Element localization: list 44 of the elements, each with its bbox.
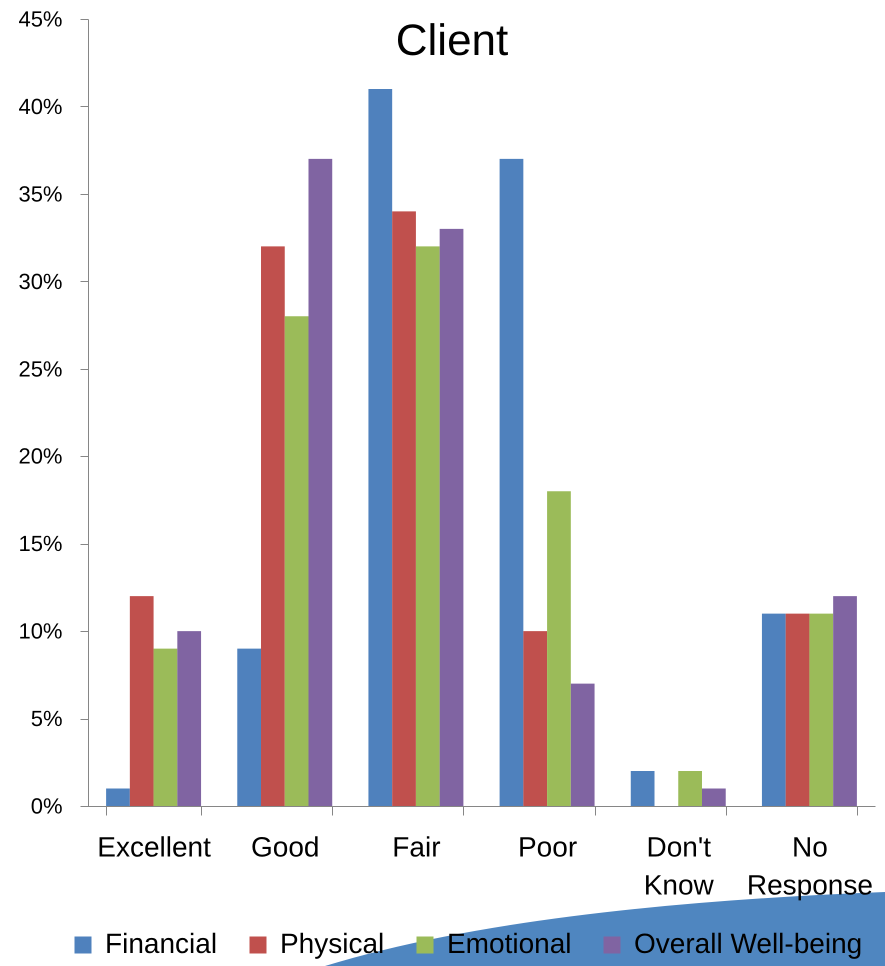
legend-label: Physical [280, 928, 384, 959]
y-tick-label: 0% [30, 794, 62, 818]
x-tick-label: No Response [746, 832, 873, 900]
bar [500, 158, 524, 806]
x-tick-label: Excellent [97, 832, 212, 862]
y-tick-label: 5% [30, 706, 62, 732]
x-tick-label: Don't Know [644, 832, 715, 900]
y-tick-label: 20% [18, 444, 62, 469]
y-tick-label: 35% [18, 181, 62, 206]
y-tick-label: 45% [18, 6, 62, 32]
y-tick-label: 10% [18, 618, 62, 644]
bar [630, 771, 655, 806]
bar [177, 631, 202, 806]
legend-label: Overall Well-being [634, 928, 862, 959]
y-tick-label: 15% [18, 531, 62, 556]
bar [130, 596, 154, 806]
bar [440, 228, 464, 806]
y-tick-label: 25% [18, 356, 62, 382]
bar [762, 614, 786, 806]
bar [154, 648, 178, 806]
bar [702, 788, 726, 806]
bar [833, 596, 857, 806]
bar [237, 648, 262, 806]
bar [786, 614, 810, 806]
bar [570, 684, 595, 806]
bar [308, 158, 332, 806]
y-tick-label: 30% [18, 268, 62, 294]
legend-label: Emotional [447, 928, 572, 959]
bar [547, 491, 571, 806]
bar [678, 771, 702, 806]
bar [392, 211, 416, 806]
bar [809, 614, 834, 806]
bar [523, 631, 548, 806]
chart-title: Client [396, 16, 508, 65]
bar [284, 316, 308, 806]
legend-label: Financial [105, 928, 218, 959]
y-tick-label: 40% [18, 94, 62, 119]
x-tick-label: Good [251, 832, 320, 862]
bar [416, 246, 440, 806]
x-tick-label: Fair [392, 832, 441, 862]
bar [368, 88, 392, 806]
bar [106, 788, 130, 806]
x-tick-label: Poor [518, 832, 578, 862]
bar [261, 246, 285, 806]
